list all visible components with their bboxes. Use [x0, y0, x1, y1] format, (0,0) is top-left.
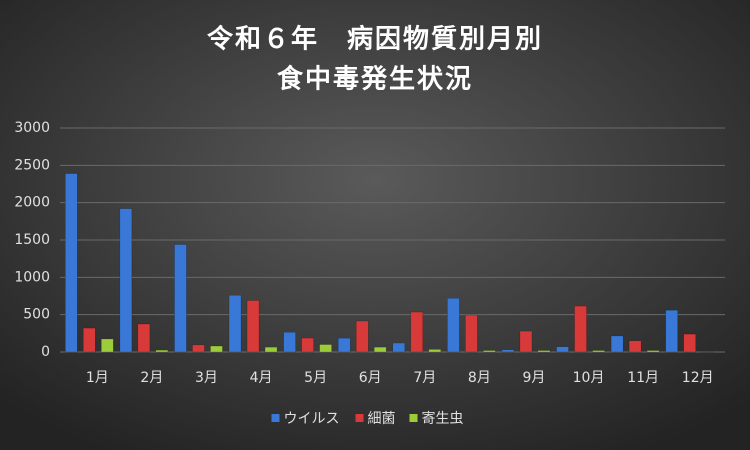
bar: [665, 309, 678, 353]
bar: [465, 314, 478, 353]
x-tick-label: 8月: [468, 370, 491, 386]
bar: [119, 208, 133, 353]
y-tick-label: 2500: [14, 157, 50, 173]
x-tick-label: 7月: [413, 370, 436, 386]
x-tick-label: 11月: [627, 370, 659, 386]
x-tick-label: 5月: [304, 370, 327, 386]
bar: [483, 350, 496, 353]
y-tick-label: 3000: [14, 120, 50, 136]
y-tick-label: 1500: [14, 232, 50, 248]
bar: [519, 330, 533, 353]
bar: [137, 323, 151, 353]
x-tick-label: 12月: [682, 370, 714, 386]
bar: [537, 350, 551, 353]
bar: [337, 337, 351, 353]
x-tick-label: 1月: [86, 370, 109, 386]
bar: [428, 349, 442, 353]
x-tick-label: 4月: [250, 370, 273, 386]
bar: [319, 344, 332, 353]
bar: [646, 350, 660, 353]
bar: [373, 346, 387, 353]
x-tick-label: 10月: [573, 370, 605, 386]
bar: [447, 297, 460, 353]
y-tick-label: 1000: [14, 269, 50, 285]
bar: [610, 335, 624, 353]
chart-title: 食中毒発生状況: [277, 64, 473, 95]
bar: [556, 346, 569, 353]
legend-label: 寄生虫: [422, 410, 464, 427]
legend-marker: [355, 414, 364, 422]
bar: [501, 349, 515, 353]
bar: [574, 305, 587, 353]
bar: [155, 349, 169, 353]
y-tick-label: 2000: [14, 195, 50, 211]
x-tick-label: 2月: [140, 370, 163, 386]
bar: [246, 300, 260, 353]
bar: [228, 295, 242, 353]
bar: [174, 244, 187, 353]
bar: [392, 342, 406, 353]
bar: [301, 337, 314, 353]
bar: [192, 344, 205, 353]
bar: [101, 338, 114, 353]
bar: [628, 340, 642, 353]
bar: [210, 345, 223, 353]
legend-label: ウイルス: [284, 411, 340, 427]
bar: [355, 320, 369, 353]
bar: [683, 333, 696, 353]
bar: [410, 311, 424, 353]
x-tick-label: 9月: [522, 370, 545, 386]
x-tick-label: 3月: [195, 370, 218, 386]
bar: [264, 346, 278, 353]
y-tick-label: 0: [41, 344, 50, 360]
x-tick-label: 6月: [359, 370, 382, 386]
chart-title: 令和６年 病因物質別月別: [207, 24, 543, 55]
y-tick-label: 500: [23, 307, 50, 323]
legend-marker: [409, 414, 418, 422]
legend-label: 細菌: [368, 411, 396, 427]
bar: [83, 327, 96, 353]
legend-marker: [271, 414, 280, 422]
bar: [283, 331, 296, 353]
bar: [65, 173, 78, 353]
bar: [592, 350, 605, 353]
